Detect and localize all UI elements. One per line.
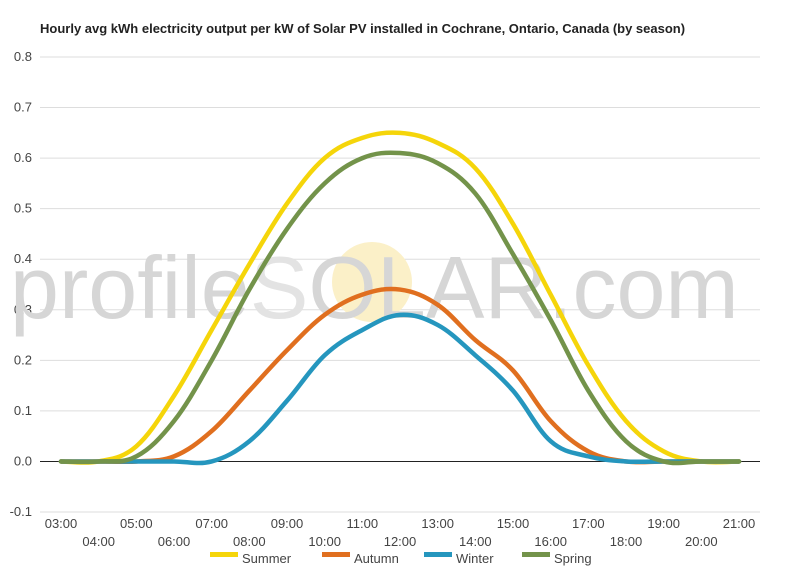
legend-swatch-spring (522, 552, 550, 557)
x-axis: 03:00 04:00 05:00 06:00 07:00 08:00 09:00 10:00… (45, 516, 756, 549)
legend-swatch-summer (210, 552, 238, 557)
y-tick-label: 0.8 (14, 49, 32, 64)
y-tick-label: 0.3 (14, 302, 32, 317)
series-line-summer (58, 130, 742, 465)
y-tick-label: 0.1 (14, 403, 32, 418)
x-tick-label: 08:00 (233, 534, 266, 549)
y-tick-label: 0.6 (14, 150, 32, 165)
x-tick-label: 10:00 (308, 534, 341, 549)
series-line-spring (58, 150, 742, 466)
x-tick-label: 18:00 (610, 534, 643, 549)
series-line-winter (58, 312, 742, 466)
y-tick-label: 0.0 (14, 453, 32, 468)
x-tick-label: 12:00 (384, 534, 417, 549)
x-tick-label: 17:00 (572, 516, 605, 531)
x-tick-label: 19:00 (647, 516, 680, 531)
series (58, 130, 742, 466)
x-tick-label: 13:00 (421, 516, 454, 531)
watermark: profileSOLAR.com (10, 238, 739, 337)
watermark-text: profileSOLAR.com (10, 238, 739, 337)
x-tick-label: 05:00 (120, 516, 153, 531)
y-tick-label: 0.2 (14, 352, 32, 367)
legend-label-winter: Winter (456, 551, 494, 566)
legend-swatch-winter (424, 552, 452, 557)
x-tick-label: 03:00 (45, 516, 78, 531)
legend-label-spring: Spring (554, 551, 592, 566)
legend-swatch-autumn (322, 552, 350, 557)
x-tick-label: 20:00 (685, 534, 718, 549)
x-tick-label: 06:00 (158, 534, 191, 549)
x-tick-label: 11:00 (347, 516, 379, 531)
y-tick-label: 0.7 (14, 100, 32, 115)
y-tick-label: -0.1 (10, 504, 32, 519)
chart-title: Hourly avg kWh electricity output per kW… (40, 21, 685, 36)
x-tick-label: 09:00 (271, 516, 304, 531)
x-tick-label: 15:00 (497, 516, 530, 531)
x-tick-label: 16:00 (534, 534, 567, 549)
legend-label-autumn: Autumn (354, 551, 399, 566)
y-tick-label: 0.4 (14, 251, 32, 266)
legend: Summer Autumn Winter Spring (210, 551, 592, 566)
watermark-sun (332, 242, 412, 322)
x-tick-label: 21:00 (723, 516, 756, 531)
y-tick-label: 0.5 (14, 201, 32, 216)
y-axis: -0.1 0.0 0.1 0.2 0.3 0.4 0.5 0.6 0.7 0.8 (10, 49, 32, 519)
legend-label-summer: Summer (242, 551, 292, 566)
x-tick-label: 14:00 (459, 534, 492, 549)
x-tick-label: 07:00 (195, 516, 228, 531)
x-tick-label: 04:00 (82, 534, 115, 549)
